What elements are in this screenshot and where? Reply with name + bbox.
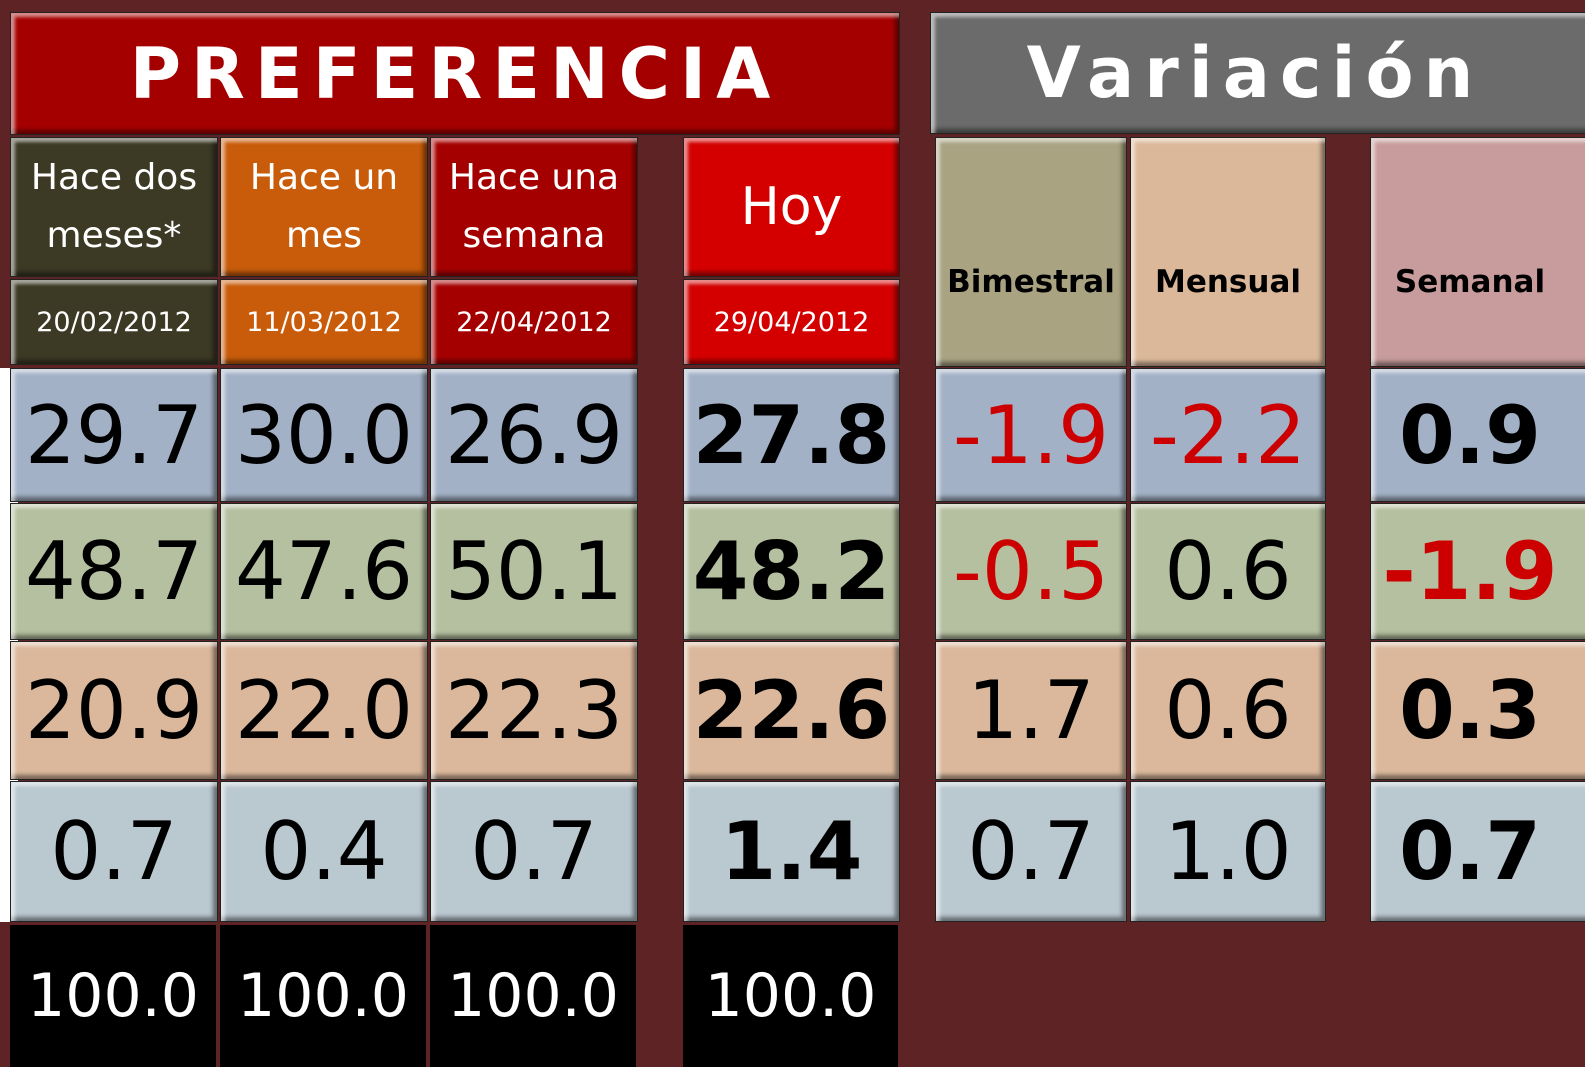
- variation-cell: -1.9: [935, 368, 1127, 502]
- value-cell: 0.4: [220, 781, 428, 922]
- value-cell: 20.9: [10, 641, 218, 780]
- total-cell: 100.0: [10, 925, 216, 1067]
- total-cell: 100.0: [430, 925, 636, 1067]
- column-header: Hace una semana: [430, 137, 638, 277]
- value-cell: 48.7: [10, 503, 218, 640]
- preferencia-title: PREFERENCIA: [10, 12, 900, 135]
- value-cell: 48.2: [683, 503, 900, 640]
- value-cell: 30.0: [220, 368, 428, 502]
- variation-header: Semanal: [1370, 137, 1585, 367]
- variation-cell: 0.6: [1130, 641, 1326, 780]
- column-date: 11/03/2012: [220, 279, 428, 365]
- value-cell: 22.0: [220, 641, 428, 780]
- column-date: 22/04/2012: [430, 279, 638, 365]
- variation-cell: 0.6: [1130, 503, 1326, 640]
- value-cell: 50.1: [430, 503, 638, 640]
- variation-cell: 1.7: [935, 641, 1127, 780]
- value-cell: 29.7: [10, 368, 218, 502]
- total-cell: 100.0: [220, 925, 426, 1067]
- column-header: Hace un mes: [220, 137, 428, 277]
- variation-cell: 0.7: [1370, 781, 1585, 922]
- total-cell: 100.0: [683, 925, 898, 1067]
- value-cell: 0.7: [10, 781, 218, 922]
- variacion-title: Variación: [930, 12, 1585, 134]
- column-date: 20/02/2012: [10, 279, 218, 365]
- value-cell: 27.8: [683, 368, 900, 502]
- value-cell: 22.6: [683, 641, 900, 780]
- variation-cell: -0.5: [935, 503, 1127, 640]
- variation-cell: -2.2: [1130, 368, 1326, 502]
- variation-header: Mensual: [1130, 137, 1326, 367]
- value-cell: 22.3: [430, 641, 638, 780]
- value-cell: 47.6: [220, 503, 428, 640]
- column-header: Hace dos meses*: [10, 137, 218, 277]
- column-date: 29/04/2012: [683, 279, 900, 365]
- variation-cell: 0.3: [1370, 641, 1585, 780]
- variation-cell: 0.9: [1370, 368, 1585, 502]
- variation-cell: -1.9: [1370, 503, 1585, 640]
- variation-header: Bimestral: [935, 137, 1127, 367]
- value-cell: 0.7: [430, 781, 638, 922]
- variation-cell: 1.0: [1130, 781, 1326, 922]
- value-cell: 1.4: [683, 781, 900, 922]
- column-header: Hoy: [683, 137, 900, 277]
- variation-cell: 0.7: [935, 781, 1127, 922]
- value-cell: 26.9: [430, 368, 638, 502]
